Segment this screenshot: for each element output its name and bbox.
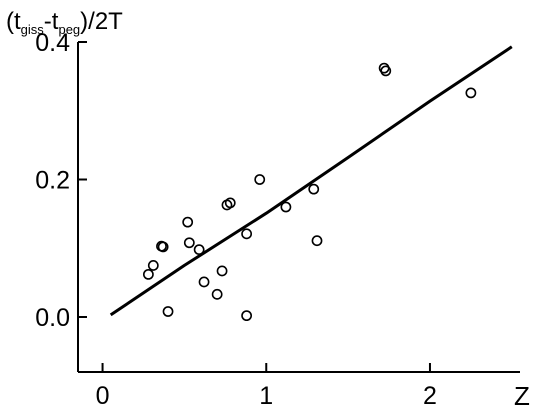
data-point [183,237,195,249]
data-point [147,260,159,271]
x-tick-label: 0 [96,382,110,410]
data-point [157,241,169,253]
y-tick-label: 0.4 [35,29,70,57]
axes [77,42,520,373]
data-point [198,276,210,288]
data-point [193,244,205,256]
data-point [211,288,223,300]
x-tick-label: 1 [259,382,273,410]
data-point [142,268,154,280]
fit-line [109,45,513,317]
ticks [78,41,431,372]
data-point [380,65,392,77]
data-point [241,228,253,240]
y-axis-label: (tgiss-tpeg)/2T [6,8,123,37]
data-point [182,216,194,228]
data-point [308,183,320,195]
data-point [465,87,477,99]
data-point [280,201,292,213]
data-point [241,310,253,322]
y-tick-label: 0.2 [35,167,70,195]
data-point [216,265,228,277]
data-point [162,306,174,317]
data-point [311,235,323,247]
tick-labels: 0.0 0.2 0.4 0 1 2 [35,29,437,410]
scatter-points [142,62,477,322]
data-point [224,197,236,209]
y-tick-label: 0.0 [35,304,70,332]
x-tick-label: 2 [423,382,437,410]
x-axis-label: Z [514,381,530,411]
data-point [254,174,266,185]
